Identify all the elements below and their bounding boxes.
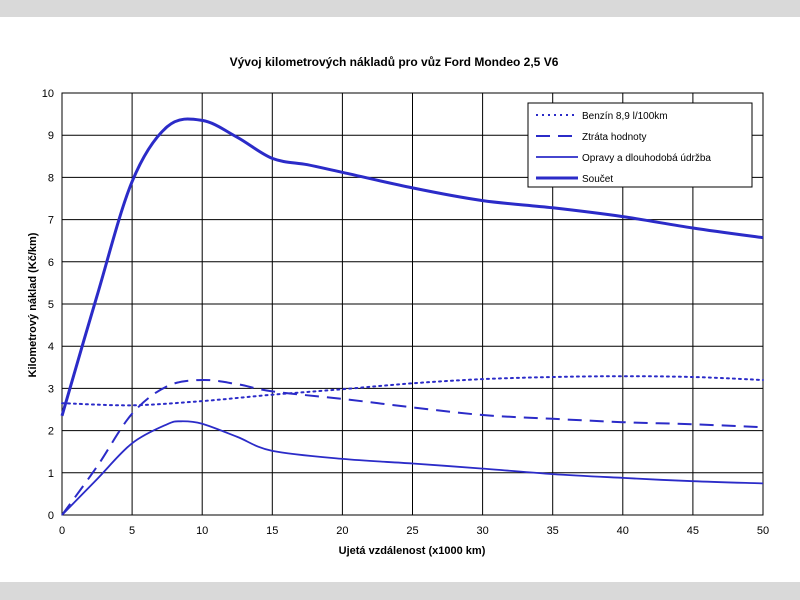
legend-label: Opravy a dlouhodobá údržba: [582, 153, 711, 164]
x-tick-label: 10: [196, 525, 208, 537]
y-tick-label: 5: [48, 299, 54, 311]
x-tick-label: 0: [59, 525, 65, 537]
y-axis-title: Kilometrový náklad (Kč/km): [27, 232, 39, 377]
legend: Benzín 8,9 l/100km Ztráta hodnoty Opravy a…: [527, 102, 753, 188]
series-line-opravy-a-dlouhodoba-udrzba: [61, 420, 764, 516]
y-tick-label: 8: [48, 172, 54, 184]
y-tick-label: 3: [48, 383, 54, 395]
y-tick-label: 7: [48, 215, 54, 227]
top-border-band: [0, 0, 800, 17]
x-tick-label: 20: [336, 525, 348, 537]
y-tick-label: 1: [48, 468, 54, 480]
legend-label: Benzín 8,9 l/100km: [582, 111, 668, 122]
chart-title: Vývoj kilometrových nákladů pro vůz Ford…: [230, 55, 559, 69]
legend-label: Ztráta hodnoty: [582, 132, 646, 143]
y-tick-label: 2: [48, 426, 54, 438]
y-axis-ticks: 0 1 2 3 4 5 6 7 8 9 10: [42, 88, 54, 522]
y-tick-label: 6: [48, 257, 54, 269]
y-tick-label: 10: [42, 88, 54, 100]
legend-label: Součet: [582, 174, 613, 185]
series-layer: [60, 117, 764, 516]
x-tick-label: 50: [757, 525, 769, 537]
x-tick-label: 15: [266, 525, 278, 537]
y-tick-label: 4: [48, 341, 54, 353]
x-tick-label: 35: [547, 525, 559, 537]
x-tick-label: 40: [617, 525, 629, 537]
x-tick-label: 25: [406, 525, 418, 537]
legend-box: [527, 102, 753, 188]
x-axis-title: Ujetá vzdálenost (x1000 km): [339, 545, 486, 557]
series-line-benzin-8-9-l-100km: [61, 375, 764, 407]
bottom-border-band: [0, 582, 800, 600]
x-tick-label: 5: [129, 525, 135, 537]
x-tick-label: 45: [687, 525, 699, 537]
plot-frame: [61, 92, 764, 516]
y-tick-label: 9: [48, 130, 54, 142]
series-line-soucet: [60, 117, 764, 417]
x-tick-label: 30: [476, 525, 488, 537]
x-axis-ticks: 0 5 10 15 20 25 30 35 40 45 50: [59, 525, 769, 537]
series-line-ztrata-hodnoty: [61, 378, 764, 516]
y-tick-label: 0: [48, 510, 54, 522]
